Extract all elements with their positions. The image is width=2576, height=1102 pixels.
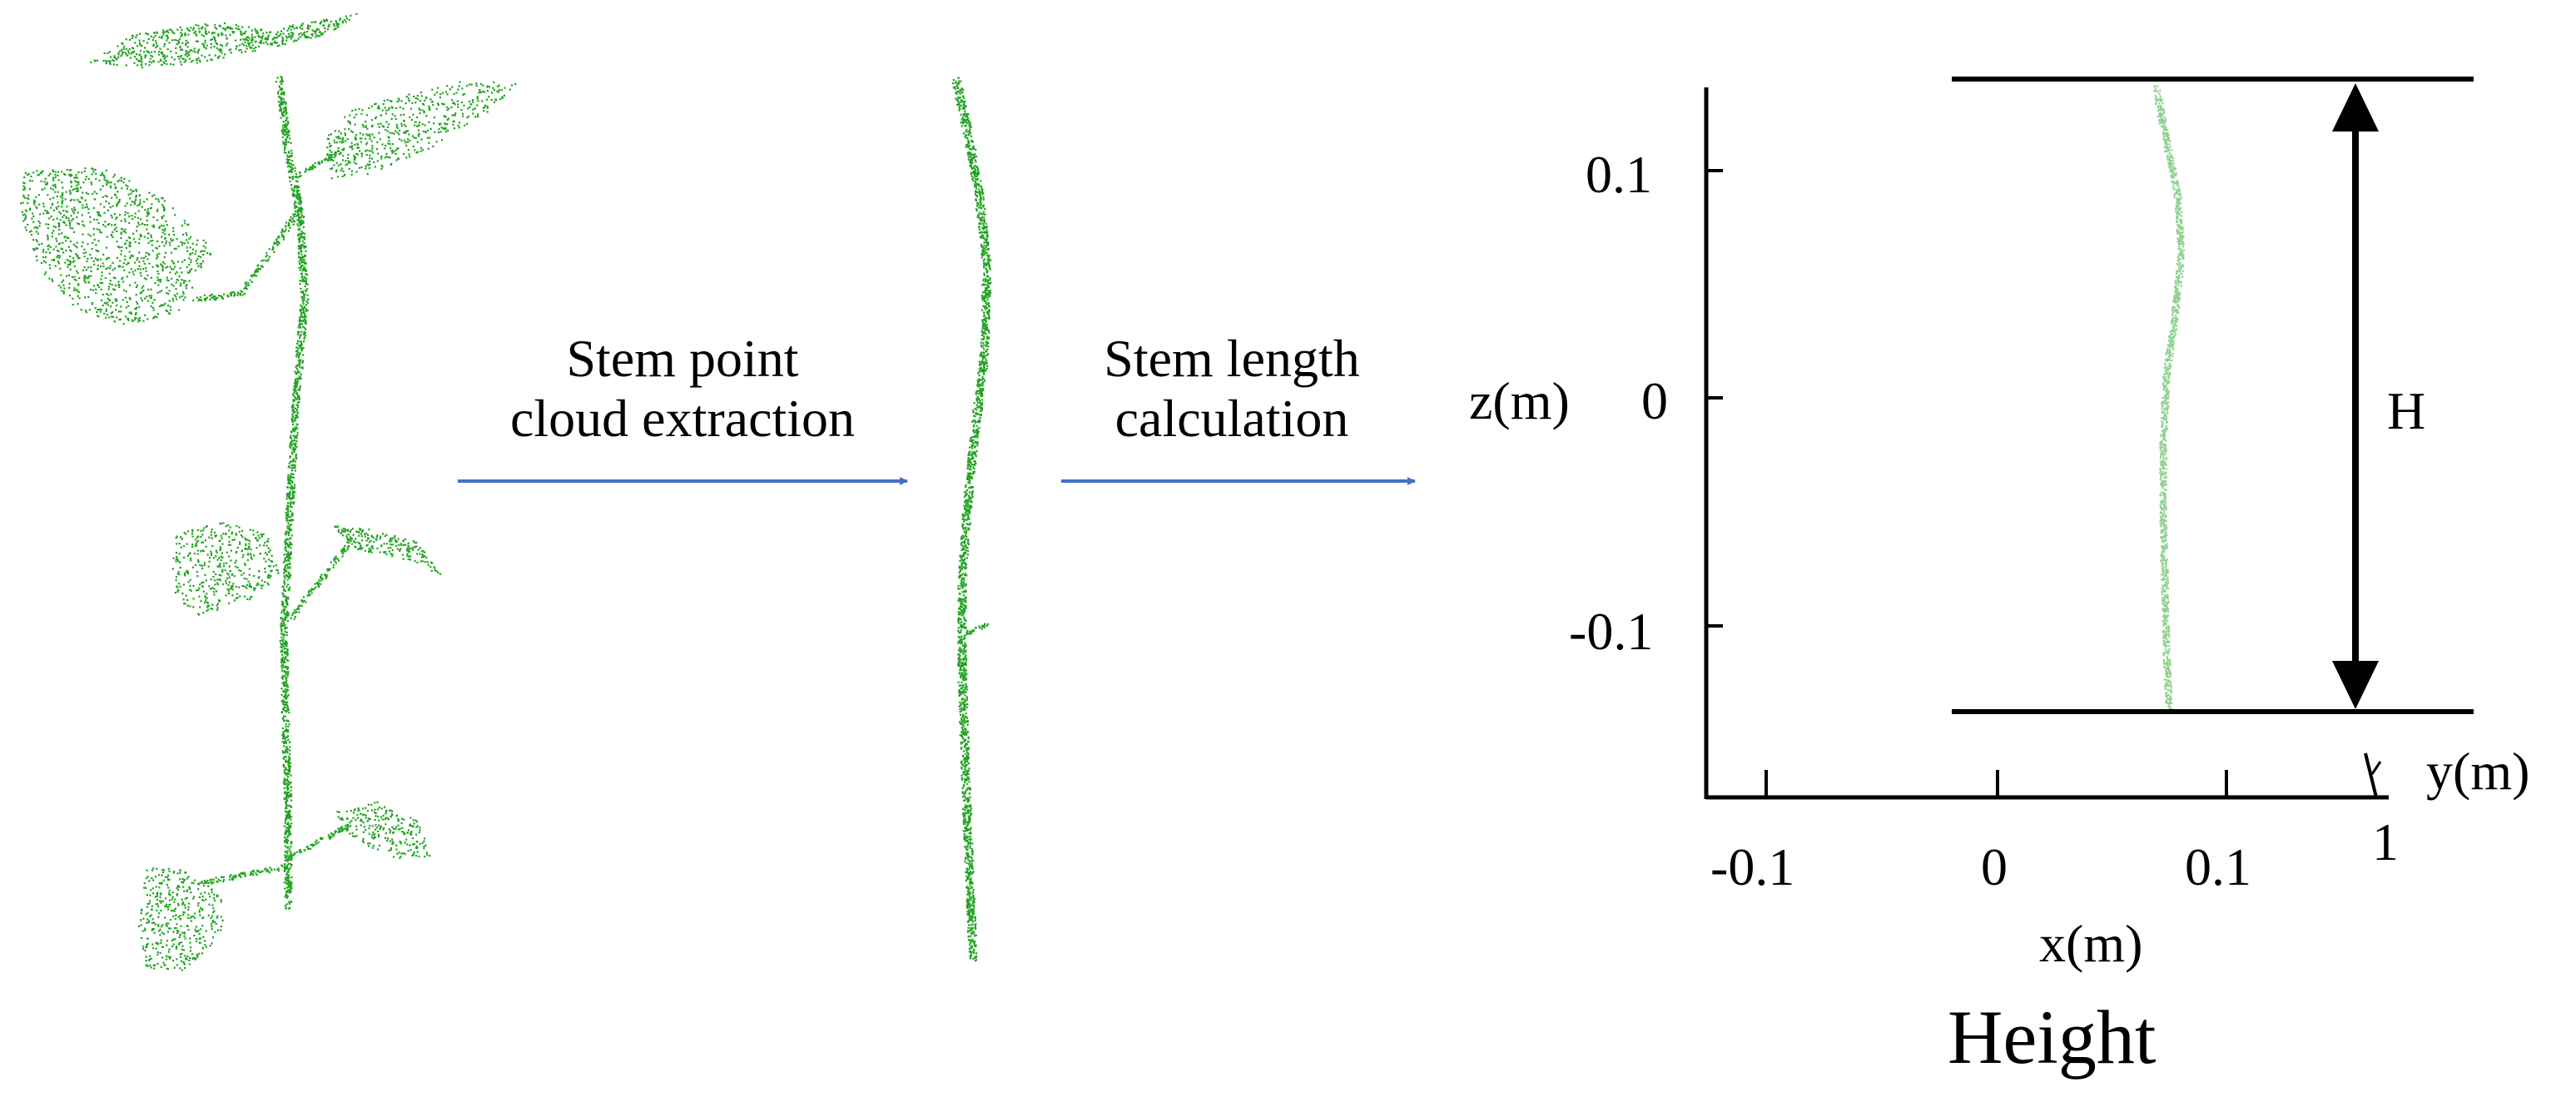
step-label-extraction: Stem point cloud extraction: [449, 329, 916, 449]
step-label-calculation-line1: Stem length: [1104, 329, 1360, 388]
height-double-arrow: [2332, 83, 2379, 709]
y-axis-title: y(m): [2426, 742, 2530, 801]
panel-title: Height: [1948, 995, 2157, 1080]
plant-point-cloud: [20, 12, 517, 971]
extracted-stem-point-cloud: [952, 77, 992, 962]
z-tick-label: -0.1: [1569, 602, 1654, 661]
x-tick-label: 0.1: [2185, 837, 2251, 896]
height-arrow-head-bottom: [2332, 661, 2379, 709]
y-tick-label: 1: [2372, 812, 2399, 871]
x-tick-label: 0: [1981, 837, 2008, 896]
z-tick-label: 0.1: [1586, 145, 1652, 204]
height-marker-label: H: [2387, 381, 2426, 440]
plot-stem-point-cloud: [2153, 85, 2185, 712]
step-label-extraction-line1: Stem point: [566, 329, 799, 388]
step-label-calculation: Stem length calculation: [1049, 329, 1415, 449]
height-arrow-head-top: [2332, 83, 2379, 132]
x-axis-title: x(m): [2039, 914, 2143, 973]
x-tick-label: -0.1: [1710, 837, 1795, 896]
plot-axes: [1704, 87, 2389, 800]
z-tick-label: 0: [1641, 371, 1668, 430]
y-axis-line: [2364, 752, 2378, 798]
step-label-extraction-line2: cloud extraction: [509, 389, 856, 448]
step-label-calculation-line2: calculation: [1114, 389, 1349, 448]
z-axis-title: z(m): [1469, 371, 1570, 430]
y-tick: [2370, 761, 2382, 775]
